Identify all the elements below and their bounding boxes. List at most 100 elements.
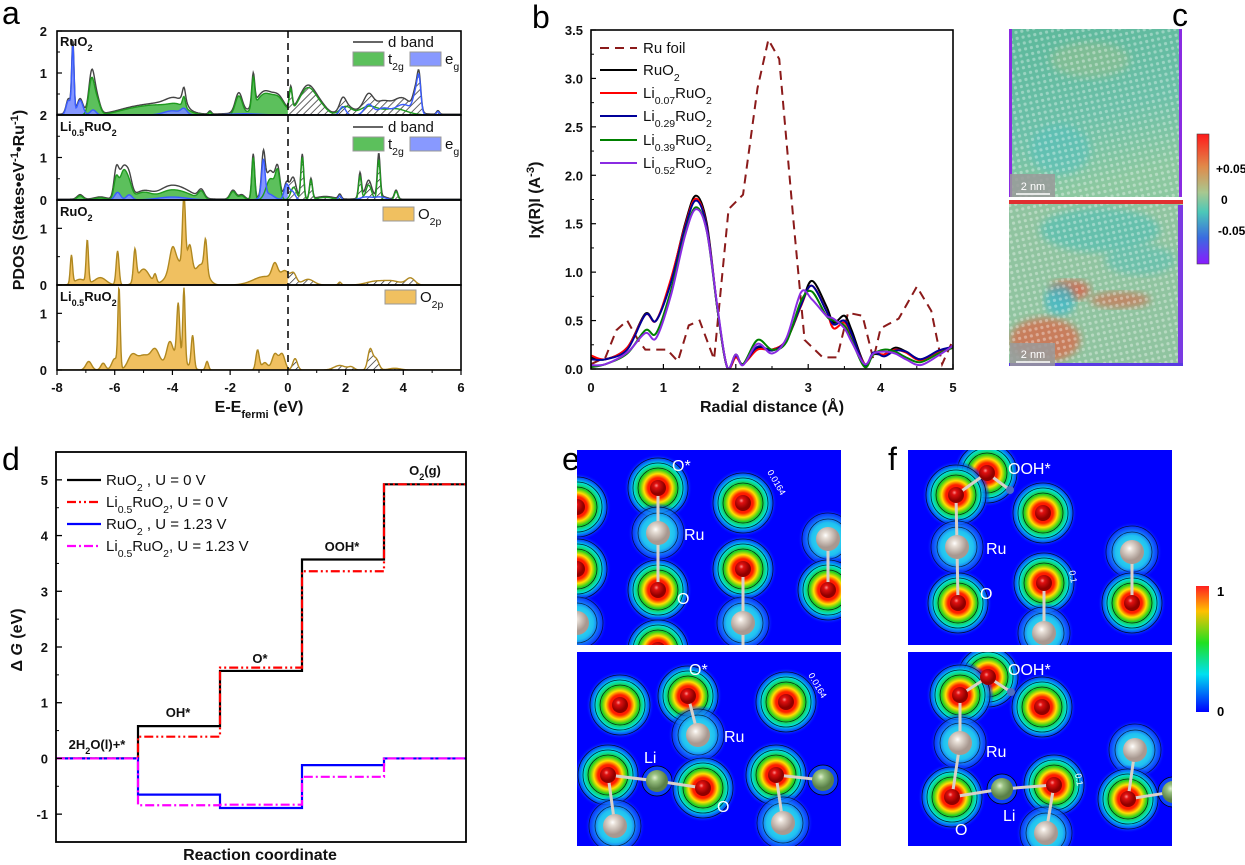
contour-line — [588, 799, 642, 846]
contour-line — [594, 679, 646, 731]
contour-line — [1021, 686, 1063, 728]
scale-bar-label: 2 nm — [1021, 181, 1045, 193]
oxygen-atom — [1124, 595, 1140, 611]
series-line-1 — [591, 197, 953, 369]
legend-label: RuO2 — [643, 62, 680, 84]
panel-label-e: e — [562, 441, 580, 477]
contour-line — [712, 472, 774, 534]
contour-line — [1016, 681, 1068, 733]
colorbar-tick-plus: +0.05 — [1216, 162, 1245, 176]
y-tick-label: 2.5 — [565, 120, 583, 135]
y-tick-label: 2 — [40, 24, 47, 39]
contour-line — [921, 766, 983, 828]
atom-label-ru: Ru — [724, 729, 744, 746]
energy-step-series-3 — [56, 757, 466, 807]
charge-map-ruo2-o — [577, 450, 841, 645]
oxygen-atom — [600, 767, 616, 783]
oxygen-atom — [820, 582, 836, 598]
atom-label-o: O — [955, 822, 967, 839]
hydrogen-atom — [1006, 486, 1014, 494]
pdos-axes: 2 1 2 1 0 1 0 1 0 -8 -6 -4 -2 0 2 4 6 — [40, 24, 465, 395]
subplot-label-ruo2-o: RuO2 — [60, 204, 93, 223]
panel-f-charge-density-maps: OOH* Ru O 0.1 OOH* Ru Li O 0.1 1 0 — [908, 450, 1224, 846]
o2p-unoccupied-hatched-area — [287, 272, 461, 285]
y-axis-title: Δ G (eV) — [9, 608, 26, 671]
atom-label-o: O — [677, 591, 689, 608]
colorbar-tick-zero: 0 — [1221, 193, 1228, 207]
x-tick-label: -4 — [167, 380, 179, 395]
y-title-var: G — [9, 643, 26, 655]
ruthenium-atom — [686, 723, 710, 747]
y-title-unit: (eV) — [9, 608, 26, 638]
legend-t2g-label: t2g — [388, 136, 404, 158]
charge-density-colorbar — [1196, 586, 1209, 712]
panel-label-b: b — [532, 0, 550, 35]
pdos-curves — [57, 38, 461, 370]
atom-label-o: O — [717, 799, 729, 816]
contour-line — [931, 776, 973, 818]
dband-unoccupied-hatched-area — [287, 69, 461, 115]
oxygen-atom — [768, 767, 784, 783]
contour-line — [577, 481, 603, 533]
legend-label: Ru foil — [643, 40, 686, 57]
x-tick-label: 4 — [400, 380, 408, 395]
atom-label-adsorbate: O* — [672, 458, 691, 475]
y-tick-label: 3.0 — [565, 71, 583, 86]
strain-colorbar — [1196, 133, 1210, 265]
legend-label: Li0.5RuO2, U = 0 V — [106, 494, 228, 516]
free-energy-steps — [56, 483, 466, 810]
ruthenium-atom — [948, 731, 972, 755]
contour-line — [672, 757, 734, 819]
contour-value: 0.1 — [1073, 773, 1085, 787]
subplot-label-li-ruo2-d: Li0.5RuO2 — [60, 119, 117, 138]
step-label: O* — [252, 651, 268, 666]
oxygen-atom — [650, 582, 666, 598]
contour-line — [717, 477, 769, 529]
contour-line — [926, 771, 978, 823]
legend-t2g-label: t2g — [388, 51, 404, 73]
density-contour-o — [577, 473, 611, 541]
contour-value: 0.1 — [1067, 570, 1079, 584]
exafs-axes: 0 1 2 3 4 5 0.0 0.5 1.0 1.5 2.0 2.5 3.0 3.5 — [565, 23, 957, 395]
ruthenium-atom — [603, 814, 627, 838]
atom-label-li: Li — [644, 750, 656, 767]
strain-map-bottom: 2 nm — [1009, 200, 1183, 366]
panel-c-strain-maps: 2 nm 2 nm +0.05 0 -0.05 — [1009, 29, 1245, 366]
contour-line — [1097, 768, 1159, 830]
step-label: 2H2O(l)+* — [69, 737, 127, 756]
contour-line — [577, 538, 608, 600]
x-tick-label: -8 — [51, 380, 63, 395]
charge-map-li-ruo2-o — [577, 652, 841, 846]
o2p-occupied-area — [57, 287, 288, 370]
y-axis-title: PDOS (States•eV-1•Ru-1) — [9, 110, 28, 290]
y-tick-label: 3.5 — [565, 23, 583, 38]
contour-line — [577, 476, 608, 538]
lithium-atom — [991, 778, 1013, 800]
legend-label: Li0.5RuO2, U = 1.23 V — [106, 538, 249, 560]
contour-line — [633, 624, 683, 645]
oxygen-atom — [948, 487, 964, 503]
atom-label-adsorbate: OOH* — [1008, 662, 1051, 679]
colorbar-max-label: 1 — [1217, 584, 1224, 599]
x-tick-label: 0 — [587, 380, 594, 395]
legend-subplot-1: d band t2g eg — [352, 34, 459, 73]
y-tick-label: 5 — [41, 473, 48, 488]
charge-density-atoms — [577, 662, 839, 846]
scale-bar-label: 2 nm — [1021, 349, 1045, 361]
series-line-2 — [591, 199, 953, 369]
x-axis-title: E-Efermi (eV) — [215, 399, 304, 421]
contour-line — [760, 676, 812, 728]
o2p-unoccupied-hatched-area — [287, 348, 461, 370]
contour-line — [638, 629, 678, 645]
legend-subplot-4: O2p — [384, 289, 444, 311]
legend-eg-swatch — [409, 51, 442, 67]
step-label: O2(g) — [409, 463, 441, 482]
panel-e-charge-density-maps: O* Ru O 0.0164 O* Ru Li O 0.0164 — [577, 450, 841, 846]
subplot-label-ruo2-d: RuO2 — [60, 34, 93, 53]
x-tick-label: 1 — [660, 380, 667, 395]
contour-line — [1022, 492, 1064, 534]
x-tick-label: 4 — [877, 380, 885, 395]
panel-label-c: c — [1172, 0, 1188, 33]
density-contour-o — [624, 616, 692, 645]
